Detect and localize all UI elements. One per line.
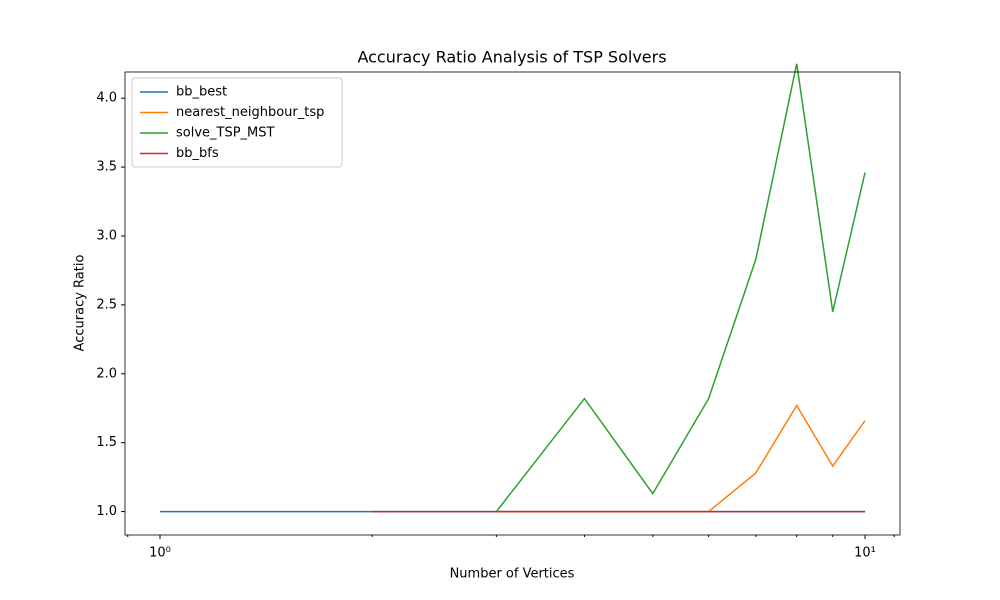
chart-title: Accuracy Ratio Analysis of TSP Solvers	[357, 48, 666, 67]
y-tick-label: 1.5	[96, 435, 117, 450]
legend-box	[131, 77, 343, 168]
x-axis-label: Number of Vertices	[450, 567, 575, 582]
y-tick-label: 3.5	[96, 160, 117, 175]
y-tick-label: 4.0	[96, 91, 117, 106]
legend-label: bb_bfs	[176, 146, 219, 161]
legend-label: bb_best	[176, 85, 227, 100]
y-tick-label: 1.0	[96, 504, 117, 519]
series-line	[495, 63, 866, 513]
y-tick-label: 2.5	[96, 297, 117, 312]
legend-label: solve_TSP_MST	[176, 126, 275, 141]
plot-frame	[124, 71, 901, 536]
series-line	[496, 404, 866, 513]
y-tick-label: 2.0	[96, 366, 117, 381]
x-tick-label: 10⁰	[149, 546, 171, 561]
legend-label: nearest_neighbour_tsp	[176, 105, 324, 120]
y-tick-label: 3.0	[96, 228, 117, 243]
x-tick-label: 10¹	[854, 546, 876, 561]
y-axis-label: Accuracy Ratio	[73, 255, 88, 352]
